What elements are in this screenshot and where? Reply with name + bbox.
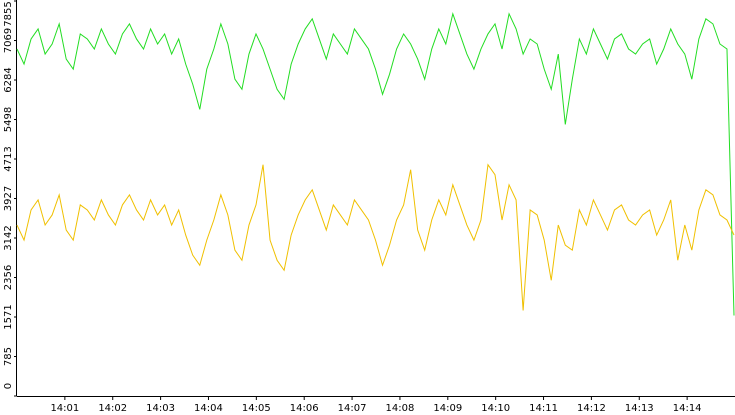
x-tick-label: 14:02 — [98, 403, 127, 414]
x-tick-label: 14:10 — [481, 403, 510, 414]
y-tick-label: 3927 — [3, 186, 14, 211]
y-tick-label: 5498 — [3, 107, 14, 132]
x-tick-label: 14:01 — [50, 403, 79, 414]
x-tick-label: 14:07 — [338, 403, 367, 414]
x-tick-label: 14:08 — [386, 403, 415, 414]
x-tick-label: 14:14 — [673, 403, 702, 414]
x-tick-label: 14:11 — [529, 403, 558, 414]
x-tick-label: 14:03 — [146, 403, 175, 414]
x-tick-label: 14:06 — [290, 403, 319, 414]
y-tick-label: 4713 — [3, 146, 14, 171]
x-tick-label: 14:05 — [242, 403, 271, 414]
x-tick-label: 14:09 — [433, 403, 462, 414]
y-tick-label: 1571 — [3, 304, 14, 329]
x-tick-label: 14:04 — [194, 403, 223, 414]
data-line — [16, 12, 735, 316]
y-tick-label: 785 — [3, 347, 14, 366]
x-tick-label: 14:13 — [625, 403, 654, 414]
data-line — [16, 163, 735, 311]
y-tick-label: 7855 — [3, 1, 14, 26]
y-tick-label: 7069 — [3, 28, 14, 53]
y-tick-label: 0 — [3, 383, 14, 389]
y-tick-label: 3142 — [3, 225, 14, 250]
y-tick-label: 2356 — [3, 265, 14, 290]
y-tick-label: 6284 — [3, 67, 14, 92]
x-tick-label: 14:12 — [577, 403, 606, 414]
